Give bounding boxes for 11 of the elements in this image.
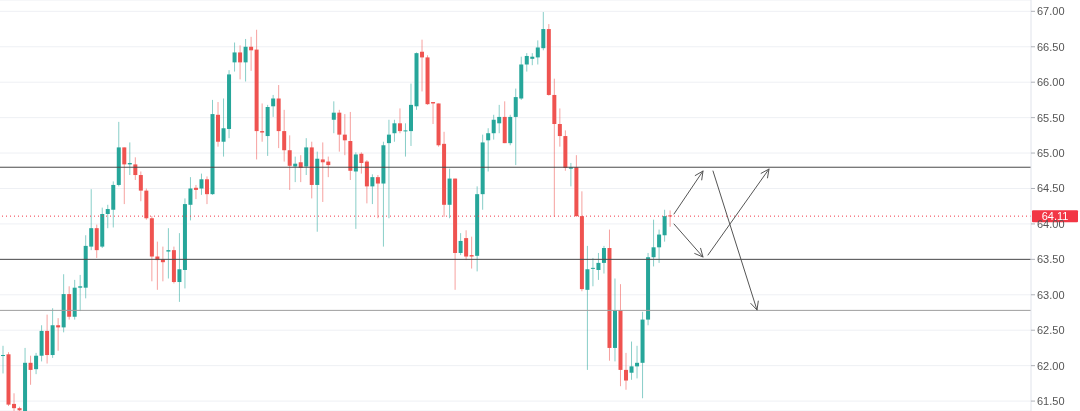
y-tick-label: 61.50 bbox=[1037, 394, 1065, 407]
y-tick-label: 63.00 bbox=[1037, 288, 1065, 301]
y-tick-label: 67.00 bbox=[1037, 5, 1065, 18]
y-tick-label: 66.50 bbox=[1037, 40, 1065, 53]
y-tick-label: 65.50 bbox=[1037, 111, 1065, 124]
y-tick-label: 62.50 bbox=[1037, 324, 1065, 337]
y-tick-label: 63.50 bbox=[1037, 253, 1065, 266]
y-tick-label: 66.00 bbox=[1037, 76, 1065, 89]
y-tick-label: 65.00 bbox=[1037, 146, 1065, 159]
y-tick-label: 64.50 bbox=[1037, 182, 1065, 195]
y-tick-label: 62.00 bbox=[1037, 359, 1065, 372]
